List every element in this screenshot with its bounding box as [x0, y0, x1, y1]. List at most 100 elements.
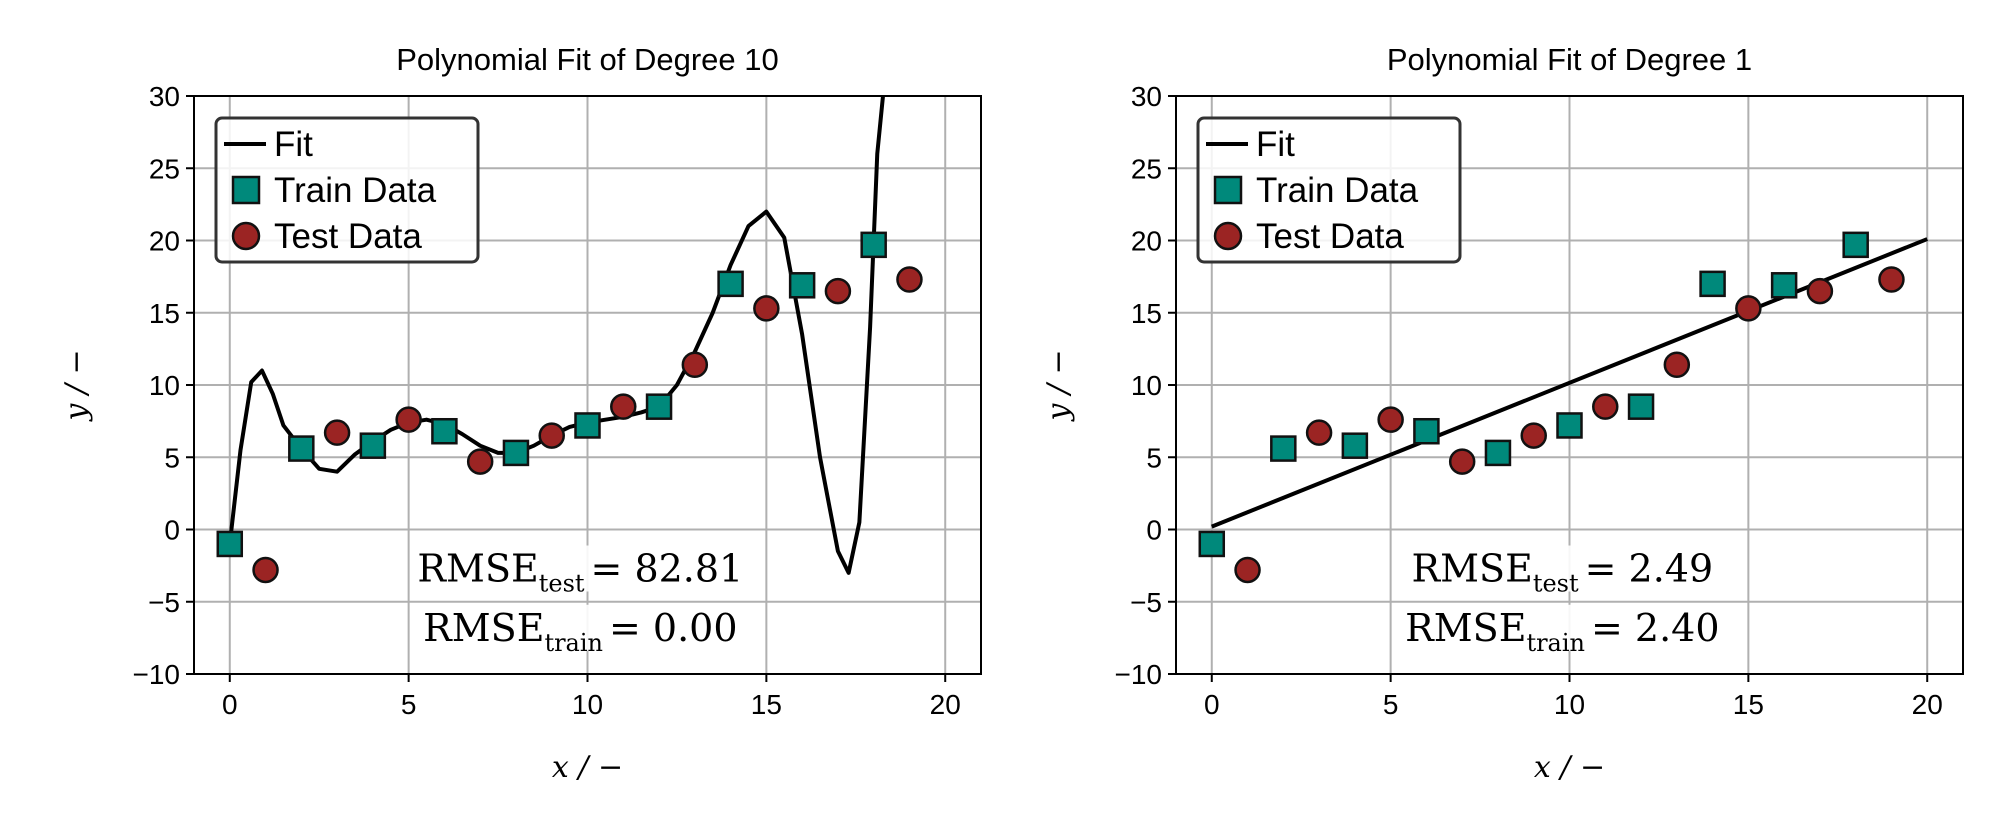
legend-label: Test Data [1256, 217, 1404, 256]
rmse-train-backing [1402, 604, 1723, 651]
rmse-test-backing [420, 545, 741, 592]
test-point [1234, 556, 1261, 584]
y-tick-label: −10 [1115, 659, 1163, 690]
y-tick-label: −5 [1130, 587, 1162, 618]
train-point [1627, 393, 1655, 420]
y-tick-label: 5 [1146, 442, 1162, 473]
rmse-train-text: RMSEtrain = 2.40 [1405, 606, 1719, 657]
legend-test-swatch [231, 221, 261, 251]
axes-frame [1175, 95, 1964, 675]
x-tick-label: 5 [401, 689, 417, 720]
rmse-train-subscript: train [1526, 629, 1585, 657]
test-point [1520, 422, 1547, 449]
rmse-test-backing [1402, 545, 1723, 592]
legend-label: Train Data [274, 171, 437, 210]
train-point [431, 417, 458, 445]
x-tick-label: 15 [751, 689, 782, 720]
test-point [1377, 406, 1404, 433]
train-point [216, 530, 244, 558]
rmse-train-backing [420, 604, 741, 651]
rmse-annotation: RMSEtest = 2.49 RMSEtrain = 2.40 [1402, 545, 1723, 657]
rmse-test-text: RMSEtest = 2.49 [1412, 547, 1714, 598]
train-point [860, 231, 887, 259]
x-tick-label: 0 [1204, 689, 1220, 720]
y-tick-label: 5 [164, 442, 180, 473]
test-point [753, 295, 780, 322]
x-tick-label: 0 [222, 689, 238, 720]
chart-title: Polynomial Fit of Degree 10 [396, 42, 779, 77]
x-tick-label: 5 [1383, 689, 1399, 720]
legend-label: Train Data [1256, 171, 1419, 210]
test-point [252, 556, 279, 584]
train-point [1413, 417, 1440, 445]
x-axis-label: x / − [1534, 750, 1605, 785]
legend-box [1196, 116, 1462, 264]
test-point [896, 266, 923, 293]
y-tick-label: 0 [1146, 515, 1162, 546]
axes-frame [193, 95, 982, 675]
test-point [1305, 419, 1333, 446]
train-point [645, 393, 673, 420]
y-tick-label: 20 [1131, 226, 1162, 257]
y-tick-label: 20 [149, 226, 180, 257]
y-tick-label: 30 [149, 81, 180, 112]
x-tick-label: 20 [930, 689, 961, 720]
rmse-test-text: RMSEtest = 82.81 [417, 547, 743, 598]
train-point [717, 270, 744, 298]
test-point [1735, 295, 1762, 322]
y-tick-label: 10 [1131, 370, 1162, 401]
legend-box [214, 116, 480, 264]
train-point [1198, 530, 1226, 558]
x-tick-label: 10 [572, 689, 603, 720]
legend-test-swatch [1213, 221, 1243, 251]
y-tick-label: 25 [149, 153, 180, 184]
test-point [538, 422, 565, 449]
legend-label: Fit [274, 125, 313, 164]
y-tick-label: 30 [1131, 81, 1162, 112]
rmse-test-value: = 2.49 [1585, 547, 1714, 591]
test-point [1663, 351, 1691, 379]
test-point [1806, 277, 1834, 305]
y-tick-label: −5 [148, 587, 180, 618]
legend-label: Fit [1256, 125, 1295, 164]
x-tick-label: 20 [1912, 689, 1943, 720]
y-axis-label: y / − [59, 349, 94, 422]
rmse-test-label: RMSE [417, 547, 538, 591]
x-axis-label: x / − [552, 750, 623, 785]
rmse-train-label: RMSE [1405, 606, 1526, 650]
train-point [288, 435, 315, 462]
y-tick-label: 15 [1131, 298, 1162, 329]
train-point [1556, 412, 1583, 439]
test-point [1592, 393, 1619, 420]
test-point [610, 393, 637, 420]
train-point [502, 439, 530, 467]
train-point [1699, 270, 1726, 298]
test-point [395, 406, 422, 433]
legend-train-swatch [1213, 175, 1243, 205]
test-point [824, 277, 852, 305]
rmse-test-subscript: test [539, 570, 585, 598]
test-point [466, 448, 494, 475]
y-tick-label: 10 [149, 370, 180, 401]
legend: Fit Train Data Test Data [214, 116, 480, 264]
test-point [1878, 266, 1905, 293]
test-point [323, 419, 351, 446]
test-point [681, 351, 709, 379]
rmse-train-value: = 2.40 [1591, 606, 1720, 650]
y-tick-label: 0 [164, 515, 180, 546]
train-point [1770, 272, 1798, 299]
train-point [1484, 439, 1512, 467]
legend: Fit Train Data Test Data [1196, 116, 1462, 264]
train-point [1842, 231, 1869, 259]
train-point [788, 272, 816, 299]
rmse-train-value: = 0.00 [609, 606, 738, 650]
rmse-train-text: RMSEtrain = 0.00 [423, 606, 737, 657]
x-tick-label: 15 [1733, 689, 1764, 720]
y-axis-label: y / − [1041, 349, 1076, 422]
y-tick-label: 15 [149, 298, 180, 329]
rmse-train-subscript: train [544, 629, 603, 657]
